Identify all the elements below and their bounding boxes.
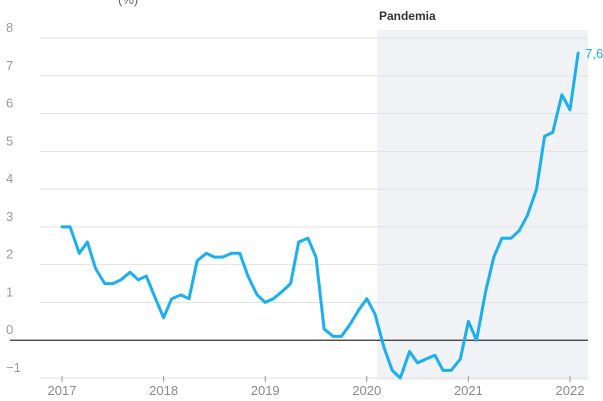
pandemic-band (376, 30, 588, 380)
grid-lines (10, 37, 588, 379)
x-tick-label: 2022 (556, 383, 585, 398)
y-tick-label: 7 (6, 58, 13, 73)
y-tick-label: 0 (6, 322, 13, 337)
pandemic-label: Pandemia (379, 9, 436, 23)
y-axis-ticks: 8 7 6 5 4 3 2 1 0 −1 (6, 20, 21, 375)
y-tick-label: 2 (6, 247, 13, 262)
title-fragment: (%) (118, 0, 138, 7)
pandemic-band-rect (376, 30, 588, 380)
x-tick-label: 2020 (352, 383, 381, 398)
x-tick-label: 2018 (149, 383, 178, 398)
x-tick-label: 2019 (251, 383, 280, 398)
series-layer (60, 51, 580, 380)
end-value-label: 7,6 (585, 46, 603, 61)
y-tick-label: 1 (6, 284, 13, 299)
y-tick-label: 5 (6, 133, 13, 148)
y-tick-label: −1 (6, 360, 21, 375)
y-tick-label: 4 (6, 171, 13, 186)
y-tick-label: 6 (6, 96, 13, 111)
y-tick-label: 8 (6, 20, 13, 35)
series-line (60, 51, 580, 380)
x-tick-label: 2021 (454, 383, 483, 398)
x-tick-label: 2017 (48, 383, 77, 398)
x-axis-ticks: 2017 2018 2019 2020 2021 2022 (48, 376, 585, 398)
y-tick-label: 3 (6, 209, 13, 224)
